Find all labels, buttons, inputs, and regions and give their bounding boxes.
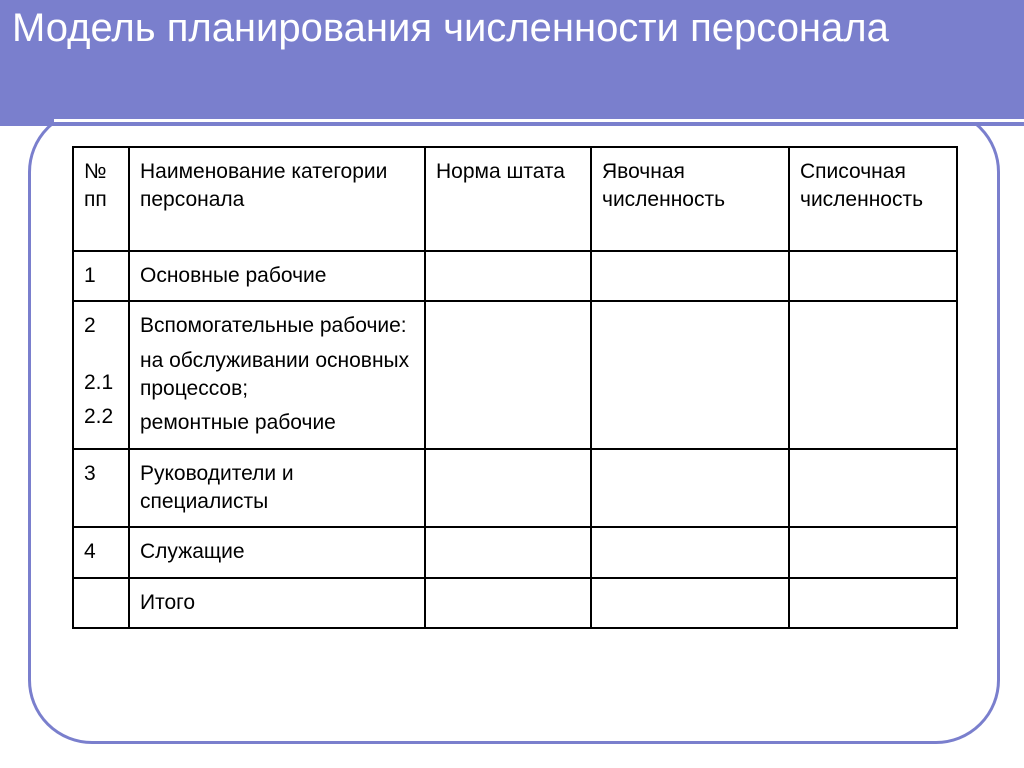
table-row: 3 Руководители и специалисты [73,449,957,528]
num-line: 2 [84,312,118,340]
cell-norm [425,449,591,528]
table-row: 2 2.1 2.2 Вспомогательные рабочие: на об… [73,301,957,448]
cell-num [73,578,129,628]
cell-att [591,251,789,301]
cell-norm [425,251,591,301]
col-header-num: № пп [73,147,129,251]
num-line: 2.1 [84,369,118,397]
page-title: Модель планирования численности персонал… [12,0,889,56]
cell-num: 3 [73,449,129,528]
cell-att [591,301,789,448]
cell-num-multi: 2 2.1 2.2 [73,301,129,448]
name-line: на обслуживании основных процессов; [140,347,414,404]
cell-list [789,578,957,628]
staffing-table-wrap: № пп Наименование категории персонала Но… [72,146,956,629]
table-row: Итого [73,578,957,628]
col-header-name: Наименование категории персонала [129,147,425,251]
cell-name: Итого [129,578,425,628]
cell-att [591,527,789,577]
cell-num: 1 [73,251,129,301]
cell-att [591,449,789,528]
cell-name-multi: Вспомогательные рабочие: на обслуживании… [129,301,425,448]
num-line: 2.2 [84,403,118,431]
cell-name: Основные рабочие [129,251,425,301]
title-underline [54,119,1024,122]
table-row: 4 Служащие [73,527,957,577]
cell-att [591,578,789,628]
cell-list [789,449,957,528]
cell-norm [425,301,591,448]
staffing-table: № пп Наименование категории персонала Но… [72,146,958,629]
col-header-list: Списочная численность [789,147,957,251]
cell-list [789,527,957,577]
cell-name: Руководители и специалисты [129,449,425,528]
table-header-row: № пп Наименование категории персонала Но… [73,147,957,251]
cell-num: 4 [73,527,129,577]
name-line: ремонтные рабочие [140,409,414,437]
name-line: Вспомогательные рабочие: [140,312,414,340]
col-header-norm: Норма штата [425,147,591,251]
cell-norm [425,578,591,628]
col-header-att: Явочная численность [591,147,789,251]
cell-list [789,251,957,301]
cell-name: Служащие [129,527,425,577]
frame-top-mask [20,105,1008,126]
cell-list [789,301,957,448]
cell-norm [425,527,591,577]
table-row: 1 Основные рабочие [73,251,957,301]
